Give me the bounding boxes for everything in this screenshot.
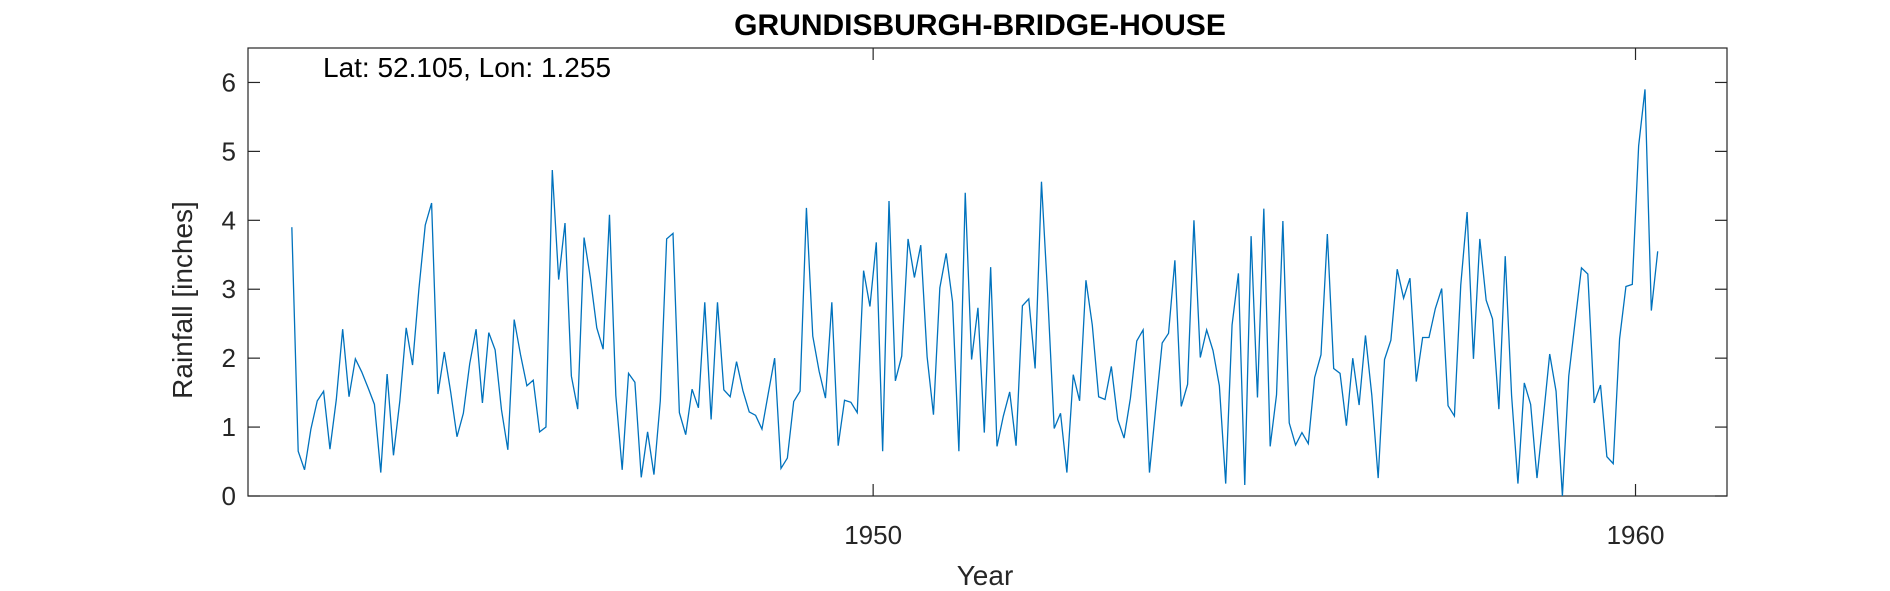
axis-ticks bbox=[248, 48, 1727, 497]
location-annotation: Lat: 52.105, Lon: 1.255 bbox=[323, 52, 611, 83]
y-tick-label: 6 bbox=[222, 67, 236, 97]
y-tick-label: 0 bbox=[222, 481, 236, 511]
plot-box bbox=[247, 47, 1728, 497]
axis-tick-labels: 0 1 2 3 4 5 6 1950 1960 bbox=[222, 67, 1665, 550]
chart-title: GRUNDISBURGH-BRIDGE-HOUSE bbox=[734, 9, 1226, 42]
y-tick-label: 2 bbox=[222, 343, 236, 373]
y-tick-label: 3 bbox=[222, 274, 236, 304]
y-axis-label: Rainfall [inches] bbox=[167, 201, 198, 399]
y-tick-label: 1 bbox=[222, 412, 236, 442]
y-tick-label: 5 bbox=[222, 136, 236, 166]
plot-frame bbox=[247, 47, 1728, 497]
x-axis-label: Year bbox=[957, 560, 1014, 591]
rainfall-series-line bbox=[291, 89, 1659, 497]
y-tick-label: 4 bbox=[222, 205, 236, 235]
x-tick-label: 1950 bbox=[844, 520, 902, 550]
x-tick-label: 1960 bbox=[1607, 520, 1665, 550]
